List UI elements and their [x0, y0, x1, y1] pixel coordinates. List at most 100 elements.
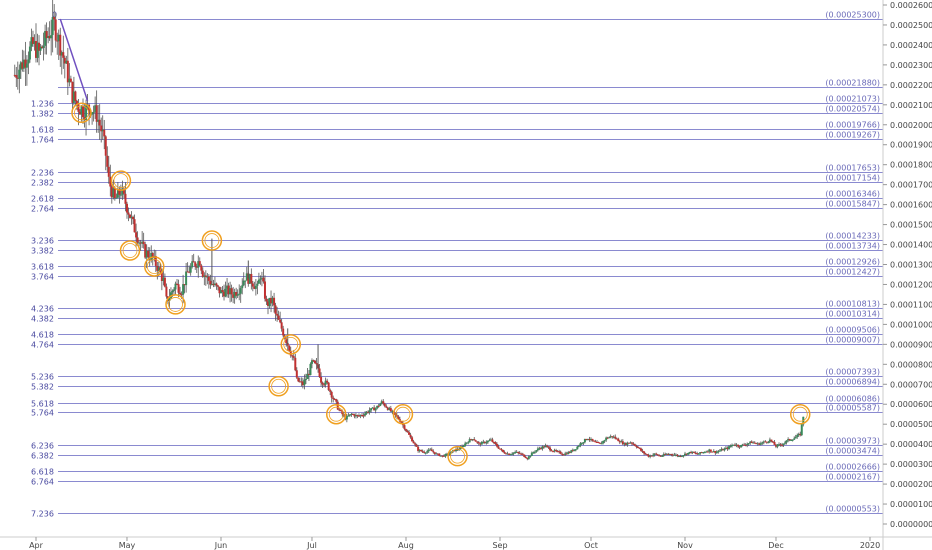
candle-body — [673, 454, 676, 456]
fib-price-label-0: (0.00025300) — [825, 11, 880, 20]
candle-body — [282, 328, 285, 336]
candle-body — [307, 373, 310, 376]
fib-price-label-13: (0.00012427) — [825, 268, 880, 277]
fib-price-label-3: (0.00020574) — [825, 105, 880, 114]
candle-body — [650, 455, 653, 457]
candle-body — [347, 415, 350, 417]
candle-body — [749, 441, 752, 444]
candle-body — [33, 41, 36, 44]
candle-body — [535, 450, 538, 452]
touch-circle-inner-6 — [283, 336, 299, 352]
candle-body — [505, 453, 508, 455]
fib-ratio-label-9: 2.764 — [31, 205, 54, 214]
candle-body — [124, 193, 127, 204]
candle-body — [444, 454, 447, 457]
candle-body — [579, 443, 582, 446]
candle-body — [315, 363, 318, 365]
x-tick-label-7: Nov — [677, 541, 693, 550]
candle-body — [163, 277, 166, 287]
fib-ratio-label-13: 3.764 — [31, 273, 54, 282]
candle-body — [97, 119, 100, 122]
x-tick-label-4: Aug — [398, 541, 414, 550]
candle-body — [693, 451, 696, 453]
candle-body — [500, 449, 503, 451]
candle-body — [204, 275, 207, 277]
touch-circle-3 — [144, 256, 165, 277]
candle-body — [345, 415, 348, 420]
candle-body — [198, 261, 201, 266]
candle-body — [21, 62, 24, 69]
candle-body — [659, 455, 662, 457]
candle-body — [506, 453, 509, 455]
touch-circle-8 — [325, 403, 347, 425]
candle-body — [354, 415, 357, 417]
candle-body — [82, 106, 85, 118]
candle-body — [577, 445, 580, 447]
candle-body — [499, 448, 502, 450]
candle-body — [771, 441, 774, 443]
candle-body — [98, 119, 101, 126]
candle-body — [665, 453, 668, 455]
candle-body — [677, 455, 680, 457]
candle-body — [242, 280, 245, 286]
y-tick-label-26: 0.00000000 — [890, 520, 932, 529]
candle-body — [785, 440, 788, 443]
x-tick-label-6: Oct — [584, 541, 598, 550]
candle-body — [784, 442, 787, 444]
candle-body — [787, 439, 790, 441]
candle-body — [486, 440, 489, 443]
candle-body — [310, 360, 313, 364]
candle-body — [314, 360, 317, 364]
candle-body — [735, 444, 738, 446]
x-tick-label-9: 2020 — [860, 541, 880, 550]
candle-body — [379, 403, 382, 406]
trend-line — [59, 18, 89, 102]
candle-body — [491, 439, 494, 442]
candle-body — [65, 60, 68, 64]
candle-body — [539, 448, 542, 450]
candle-body — [183, 284, 186, 286]
candle-body — [562, 454, 565, 456]
candle-body — [438, 453, 441, 457]
x-axis[interactable]: Apr May Jun Jul Aug Sep Oct Nov Dec 2020 — [29, 537, 880, 550]
candle-body — [747, 443, 750, 445]
candle-body — [627, 442, 630, 444]
candle-body — [57, 34, 60, 42]
candle-body — [767, 441, 770, 443]
candle-body — [414, 443, 417, 445]
candle-body — [395, 415, 398, 417]
touch-circle-6 — [280, 334, 301, 355]
candle-body — [186, 271, 189, 273]
candle-body — [473, 439, 476, 441]
candle-body — [624, 443, 627, 445]
touch-circle-4 — [165, 294, 186, 315]
candle-body — [448, 453, 451, 455]
candle-body — [236, 294, 239, 296]
candle-body — [691, 451, 694, 453]
candle-body — [596, 442, 599, 444]
candle-body — [439, 455, 442, 457]
candle-body — [546, 445, 549, 447]
candle-body — [38, 42, 41, 51]
candle-body — [273, 297, 276, 306]
candle-body — [644, 453, 647, 455]
candle-body — [406, 430, 409, 433]
candle-body — [75, 100, 78, 105]
candle-body — [329, 390, 332, 392]
fib-ratio-label-10: 3.236 — [31, 237, 54, 246]
candle-body — [16, 77, 19, 79]
candle-body — [195, 266, 198, 268]
candle-body — [85, 105, 88, 120]
candle-body — [521, 453, 524, 455]
candle-body — [615, 438, 618, 440]
candle-body — [482, 441, 485, 443]
candle-body — [132, 216, 135, 220]
candle-body — [427, 449, 430, 452]
candle-body — [226, 285, 229, 289]
